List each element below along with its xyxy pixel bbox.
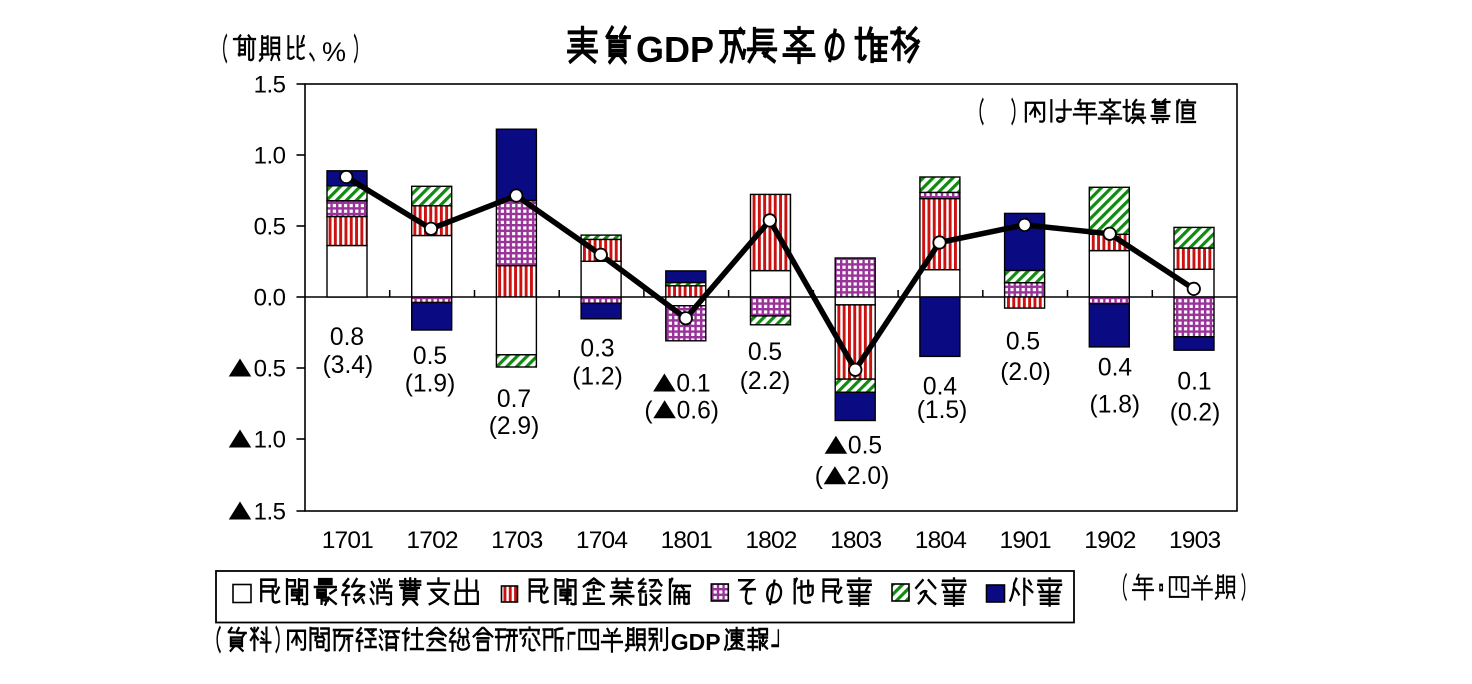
svg-text:1802: 1802 [745, 527, 796, 554]
svg-text:(1.9): (1.9) [405, 371, 456, 398]
svg-text:1.5: 1.5 [254, 72, 286, 99]
svg-text:(: ( [815, 463, 824, 490]
svg-text:0.5: 0.5 [1006, 329, 1040, 356]
svg-text:0.1: 0.1 [1177, 368, 1211, 395]
svg-text:(: ( [644, 397, 653, 424]
svg-text:0.6): 0.6) [677, 397, 719, 424]
svg-text:(3.4): (3.4) [323, 352, 374, 379]
svg-text:1903: 1903 [1169, 527, 1220, 554]
svg-text:0.5: 0.5 [413, 343, 447, 370]
svg-text:1902: 1902 [1084, 527, 1135, 554]
svg-text:1.0: 1.0 [254, 427, 286, 454]
svg-text:1703: 1703 [491, 527, 542, 554]
svg-text:1701: 1701 [322, 527, 373, 554]
svg-text:(2.2): (2.2) [740, 368, 791, 395]
svg-text:1901: 1901 [1000, 527, 1051, 554]
svg-text:0.1: 0.1 [676, 371, 710, 398]
svg-text:0.5: 0.5 [748, 339, 782, 366]
svg-text:0.5: 0.5 [254, 214, 286, 241]
svg-text:0.4: 0.4 [923, 373, 957, 400]
svg-text:1704: 1704 [576, 527, 627, 554]
svg-text:GDP: GDP [671, 629, 721, 655]
svg-text:(1.2): (1.2) [572, 364, 623, 391]
svg-text:(1.8): (1.8) [1090, 392, 1141, 419]
svg-text:0.4: 0.4 [1098, 355, 1132, 382]
svg-text:1803: 1803 [830, 527, 881, 554]
svg-text:(2.9): (2.9) [489, 413, 540, 440]
svg-text:0.8: 0.8 [330, 324, 364, 351]
svg-text:1804: 1804 [915, 527, 966, 554]
svg-text:GDP: GDP [636, 29, 714, 70]
svg-text:1702: 1702 [406, 527, 457, 554]
svg-text:0.7: 0.7 [497, 386, 531, 413]
svg-text:(0.2): (0.2) [1170, 400, 1221, 427]
svg-text:(2.0): (2.0) [1000, 359, 1051, 386]
svg-text:0.3: 0.3 [580, 336, 614, 363]
svg-text:0.0: 0.0 [254, 285, 286, 312]
svg-text:1801: 1801 [661, 527, 712, 554]
svg-text:1.0: 1.0 [254, 143, 286, 170]
svg-text:1.5: 1.5 [254, 499, 286, 526]
svg-text:%: % [322, 37, 346, 67]
svg-text:(1.5): (1.5) [917, 397, 968, 424]
svg-text:0.5: 0.5 [848, 433, 882, 460]
svg-text:2.0): 2.0) [847, 463, 889, 490]
svg-text:0.5: 0.5 [254, 356, 286, 383]
